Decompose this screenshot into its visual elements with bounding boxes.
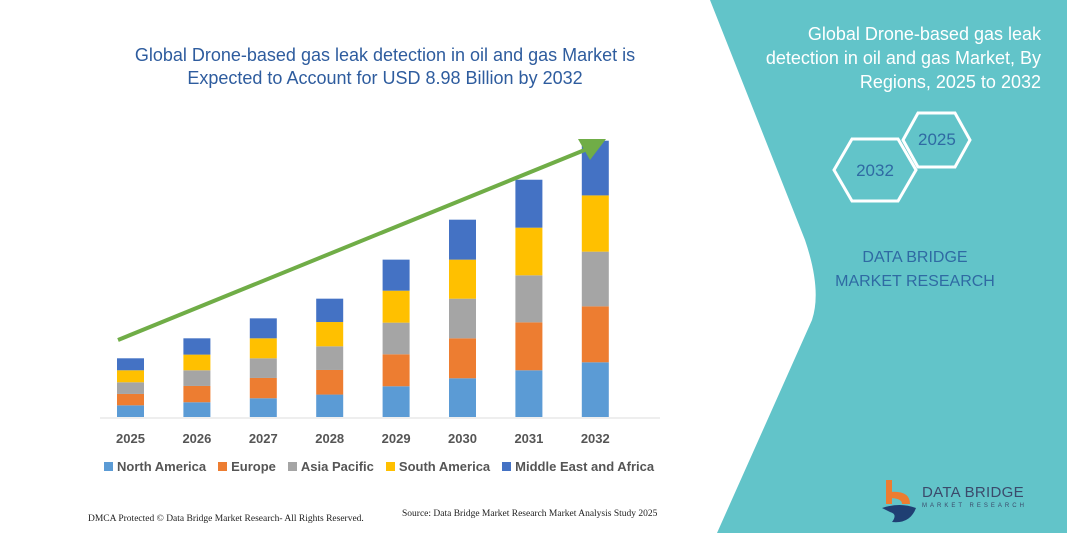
bar-segment-2026-1 [183, 385, 211, 403]
x-tick-label: 2027 [249, 431, 278, 446]
x-tick-label: 2026 [182, 431, 211, 446]
side-panel-shape [710, 0, 1067, 533]
x-tick-label: 2030 [448, 431, 477, 446]
bar-segment-2030-2 [449, 298, 476, 339]
bar-segment-2028-3 [316, 322, 344, 347]
bar-segment-2031-4 [515, 179, 543, 228]
brand-text: DATA BRIDGE MARKET RESEARCH [835, 249, 995, 290]
bar-segment-2029-2 [382, 322, 410, 355]
bar-segment-2026-2 [183, 370, 211, 386]
legend-item: Middle East and Africa [502, 459, 654, 474]
bar-segment-2030-4 [449, 219, 476, 260]
bar-segment-2027-2 [249, 358, 277, 378]
x-tick-label: 2032 [581, 431, 610, 446]
bar-segment-2029-3 [382, 290, 410, 323]
bar-segment-2027-1 [249, 377, 277, 399]
data-bridge-logo-icon [882, 480, 916, 523]
bar-segment-2025-4 [117, 358, 144, 371]
hex-2025 [901, 111, 972, 169]
logo-name: DATA BRIDGE [922, 484, 1024, 501]
legend-item: North America [104, 459, 206, 474]
bar-segment-2030-3 [449, 259, 476, 299]
chart-title: Global Drone-based gas leak detection in… [134, 45, 636, 88]
bar-segment-2025-1 [117, 393, 144, 406]
x-tick-label: 2029 [382, 431, 411, 446]
bar-segment-2026-4 [183, 338, 211, 355]
hex-label-2025: 2025 [918, 130, 956, 149]
bar-segment-2032-2 [581, 251, 609, 307]
bar-segment-2031-1 [515, 322, 543, 371]
bar-segment-2031-0 [515, 370, 543, 417]
bar-segment-2027-3 [249, 338, 277, 359]
bar-segment-2025-2 [117, 382, 144, 394]
legend-item: Asia Pacific [287, 459, 374, 474]
hex-label-2032: 2032 [856, 161, 894, 180]
bar-segment-2029-1 [382, 354, 410, 387]
bar-segment-2031-3 [515, 227, 543, 276]
bar-segment-2031-2 [515, 275, 543, 323]
bar-segment-2028-2 [316, 346, 344, 370]
bar-segment-2029-4 [382, 259, 410, 291]
bar-segment-2027-0 [249, 398, 277, 417]
bar-segment-2028-0 [316, 394, 344, 417]
bar-segment-2030-0 [449, 378, 476, 417]
logo-subtitle: MARKET RESEARCH [922, 503, 1027, 509]
legend-item: Europe [218, 459, 276, 474]
x-tick-label: 2031 [514, 431, 543, 446]
bar-segment-2028-4 [316, 298, 344, 323]
bar-segment-2032-3 [581, 195, 609, 252]
side-panel-title: Global Drone-based gas leak detection in… [765, 24, 1041, 92]
stacked-bar-chart: 2025 2026 2027 2028 2029 2030 2031 2032 [116, 140, 610, 446]
hex-2032 [832, 137, 918, 203]
trend-arrow [117, 139, 606, 342]
bar-segment-2025-0 [117, 405, 144, 417]
legend-item: South America [385, 459, 490, 474]
bar-segment-2030-1 [449, 338, 476, 379]
bar-segment-2032-1 [581, 306, 609, 363]
bar-segment-2026-0 [183, 402, 211, 417]
x-tick-label: 2028 [315, 431, 344, 446]
bar-segment-2028-1 [316, 369, 344, 395]
bar-segment-2029-0 [382, 386, 410, 417]
bar-segment-2032-0 [581, 362, 609, 417]
x-tick-label: 2025 [116, 431, 145, 446]
source-text: Source: Data Bridge Market Research Mark… [402, 509, 658, 519]
legend: North America Europe Asia Pacific South … [104, 459, 654, 474]
copyright-text: DMCA Protected © Data Bridge Market Rese… [88, 514, 364, 524]
bar-segment-2026-3 [183, 354, 211, 371]
bar-segment-2027-4 [249, 318, 277, 339]
bar-segment-2025-3 [117, 370, 144, 383]
